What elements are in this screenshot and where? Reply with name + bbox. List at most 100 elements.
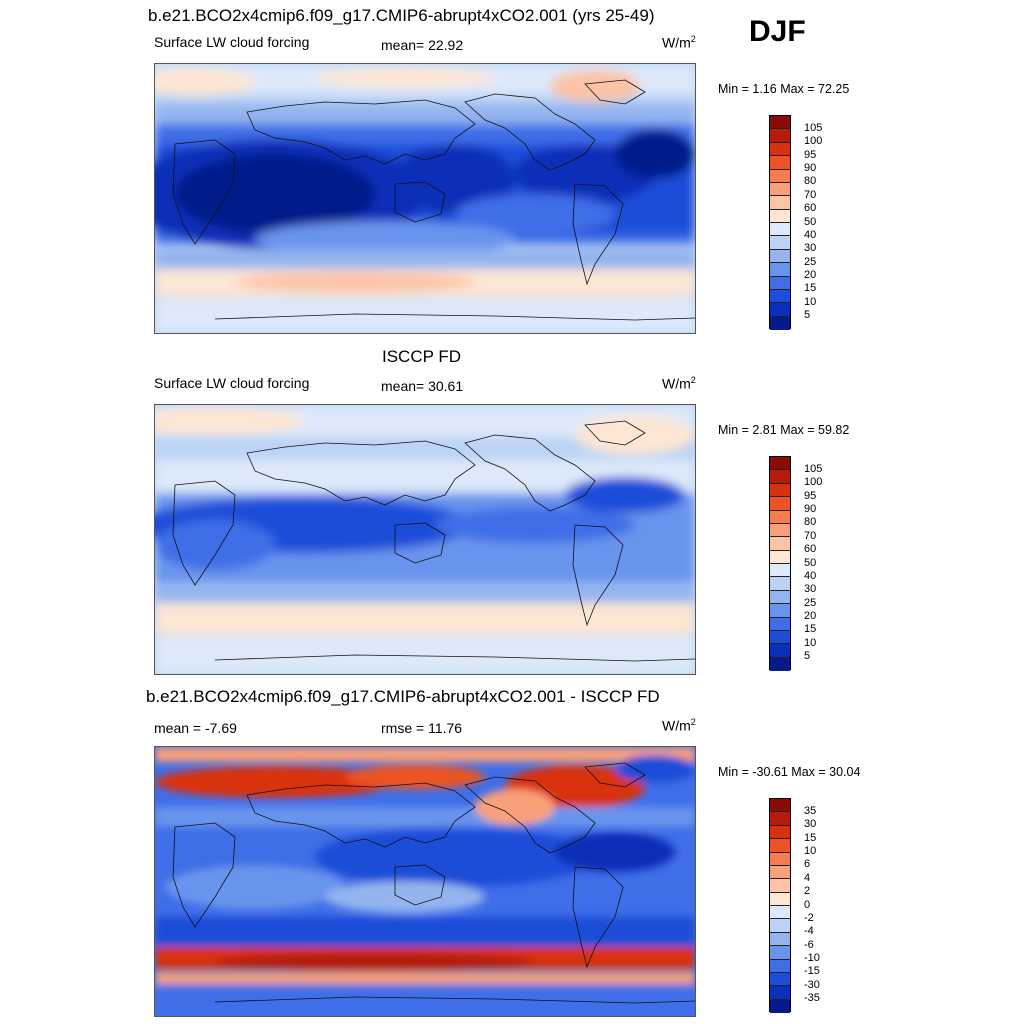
colorbar-box [770,932,790,947]
colorbar-box [770,483,790,498]
colorbar-box [770,799,790,813]
colorbar-tick-label: -6 [804,938,814,951]
colorbar-box [770,497,790,511]
colorbar-box [770,839,790,853]
colorbar-tick-label: 15 [804,831,817,844]
colorbar-tick-label: 4 [804,871,811,884]
colorbar-box [770,986,790,1000]
colorbar-tick-label: -15 [804,965,820,978]
colorbar-tick-label: -2 [804,911,814,924]
colorbar-tick-label: 95 [804,148,817,161]
colorbar-box [770,946,790,960]
colorbar-box [770,316,790,330]
colorbar-tick-label: 100 [804,476,823,489]
colorbar-tick-label: 90 [804,162,817,174]
colorbar-box [770,577,790,591]
colorbar-box [770,879,790,893]
panel3-units: W/m2 [662,717,696,734]
colorbar-box [770,617,790,631]
colorbar-box [770,604,790,618]
colorbar-tick-label: 20 [804,610,817,622]
colorbar-tick-label: 40 [804,569,817,582]
panel3-mean: mean = -7.69 [154,720,237,736]
colorbar-box [770,972,790,987]
colorbar-tick-label: 5 [804,309,811,322]
panel3-rmse: rmse = 11.76 [381,720,463,736]
colorbar-tick-label: 60 [804,543,817,556]
colorbar-tick-label: 30 [804,583,817,596]
colorbar-box [770,959,790,973]
panel2-map [154,404,696,675]
colorbar-box [770,249,790,264]
colorbar-box [770,644,790,658]
colorbar-box [770,865,790,880]
panel3-title: b.e21.BCO2x4cmip6.f09_g17.CMIP6-abrupt4x… [146,687,660,706]
colorbar-tick-label: 5 [804,650,811,663]
colorbar-box [770,303,790,317]
colorbar-tick-label: 50 [804,556,817,569]
colorbar-tick-label: 10 [804,845,817,857]
colorbar-box [770,590,790,605]
colorbar-box [770,999,790,1013]
colorbar-box [770,470,790,484]
colorbar-box [770,169,790,183]
colorbar-tick-label: 30 [804,818,817,831]
colorbar-box [770,657,790,671]
colorbar-tick-label: 25 [804,255,817,268]
panel3-colorbar [769,798,791,1013]
colorbar-tick-label: 105 [804,121,823,134]
colorbar-box [770,142,790,157]
panel1-variable-label: Surface LW cloud forcing [154,34,310,50]
panel2-units: W/m2 [662,375,696,392]
colorbar-tick-label: 70 [804,529,817,542]
colorbar-box [770,263,790,277]
panel2-mean: mean= 30.61 [381,378,464,394]
colorbar-tick-label: 15 [804,623,817,636]
colorbar-tick-label: 2 [804,885,811,898]
panel3-minmax: Min = -30.61 Max = 30.04 [718,765,861,779]
colorbar-tick-label: 10 [804,295,817,308]
colorbar-box [770,276,790,290]
colorbar-tick-label: 10 [804,636,817,649]
colorbar-box [770,236,790,250]
colorbar-tick-label: 80 [804,516,817,529]
colorbar-box [770,825,790,840]
colorbar-tick-label: 105 [804,462,823,475]
colorbar-tick-label: 0 [804,898,811,911]
panel1-units: W/m2 [662,34,696,51]
colorbar-box [770,116,790,130]
panel2-variable-label: Surface LW cloud forcing [154,375,310,391]
colorbar-box [770,182,790,197]
colorbar-tick-label: 15 [804,282,817,295]
colorbar-box [770,129,790,143]
colorbar-box [770,156,790,170]
colorbar-tick-label: 80 [804,175,817,188]
panel1-colorbar [769,115,791,330]
panel1-minmax: Min = 1.16 Max = 72.25 [718,82,850,96]
colorbar-box [770,209,790,223]
colorbar-tick-label: 60 [804,202,817,215]
colorbar-tick-label: 50 [804,215,817,228]
colorbar-tick-label: 20 [804,269,817,281]
panel1-mean: mean= 22.92 [381,37,464,53]
colorbar-tick-label: 30 [804,242,817,255]
colorbar-box [770,550,790,564]
colorbar-box [770,523,790,538]
colorbar-tick-label: 25 [804,596,817,609]
colorbar-box [770,510,790,524]
colorbar-tick-label: -4 [804,925,814,938]
colorbar-tick-label: 40 [804,228,817,241]
colorbar-tick-label: 70 [804,188,817,201]
colorbar-box [770,812,790,826]
colorbar-tick-label: 100 [804,135,823,148]
panel2-title: ISCCP FD [382,347,462,366]
colorbar-box [770,852,790,866]
colorbar-tick-label: 35 [804,804,817,817]
colorbar-tick-label: -30 [804,978,820,991]
colorbar-box [770,537,790,551]
colorbar-box [770,630,790,645]
colorbar-box [770,906,790,920]
colorbar-box [770,196,790,210]
colorbar-tick-label: -10 [804,952,820,964]
colorbar-tick-label: -35 [804,992,820,1005]
